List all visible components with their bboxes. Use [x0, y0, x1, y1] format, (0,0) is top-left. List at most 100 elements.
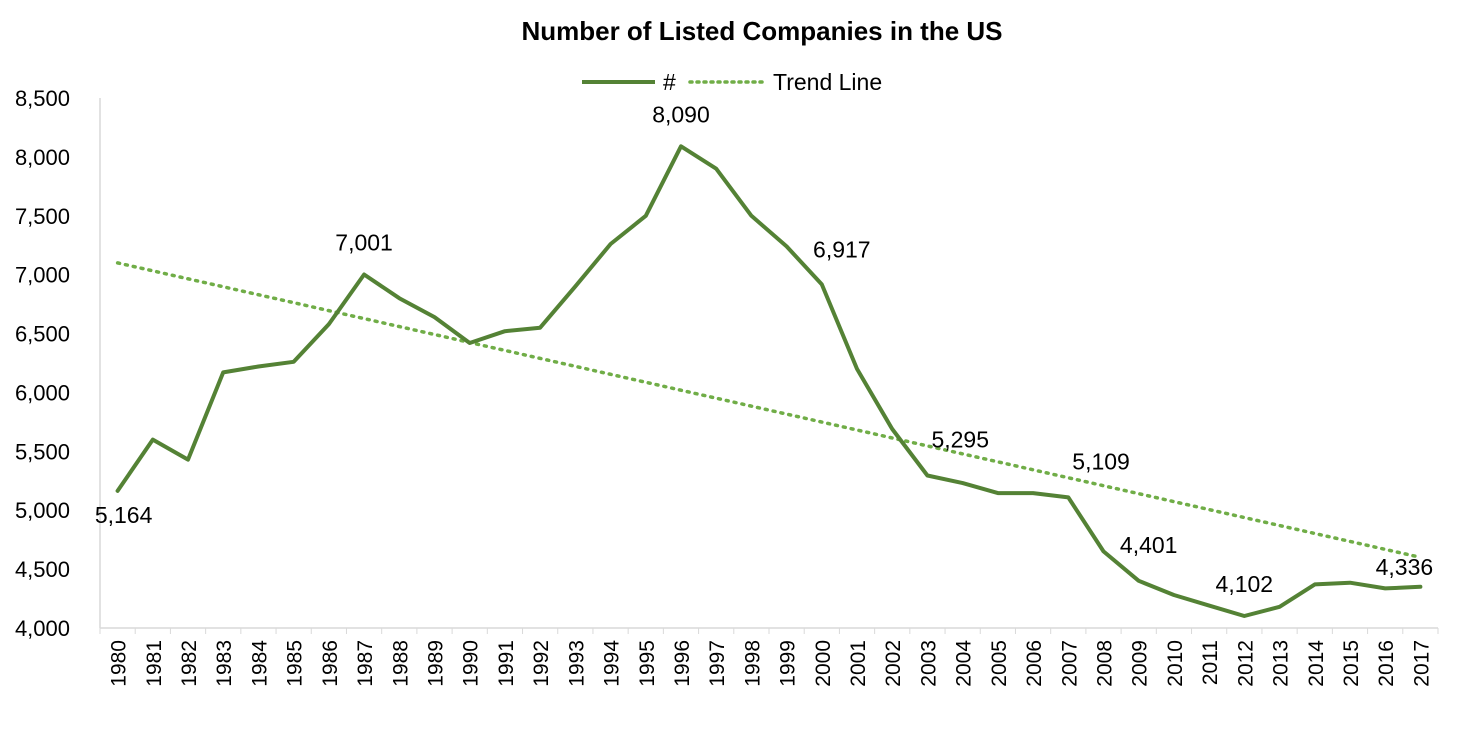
- data-point: [116, 489, 120, 493]
- data-point: [996, 491, 1000, 495]
- data-label: 5,164: [95, 502, 153, 528]
- x-tick-label: 2001: [847, 640, 870, 687]
- data-point: [397, 296, 401, 300]
- y-tick-label: 4,000: [15, 616, 70, 641]
- x-tick-label: 1980: [108, 640, 131, 687]
- data-point: [1102, 549, 1106, 553]
- x-tick-label: 1992: [530, 640, 553, 687]
- x-tick-label: 2013: [1270, 640, 1293, 687]
- x-tick-label: 2002: [882, 640, 905, 687]
- x-tick-label: 2000: [812, 640, 835, 687]
- data-label: 4,401: [1120, 532, 1178, 558]
- data-label: 7,001: [335, 230, 393, 256]
- legend: # Trend Line: [582, 69, 882, 95]
- data-point: [151, 438, 155, 442]
- data-point: [785, 244, 789, 248]
- x-tick-label: 1987: [354, 640, 377, 687]
- x-tick-label: 2017: [1410, 640, 1433, 687]
- x-tick-label: 2006: [1023, 640, 1046, 687]
- x-tick-label: 1988: [389, 640, 412, 687]
- data-point: [468, 341, 472, 345]
- y-tick-label: 7,000: [15, 263, 70, 288]
- x-tick-label: 2011: [1199, 640, 1222, 685]
- x-tick-label: 2005: [988, 640, 1011, 687]
- x-tick-label: 1990: [460, 640, 483, 687]
- data-point: [1172, 593, 1176, 597]
- data-point: [1313, 582, 1317, 586]
- x-tick-label: 1982: [178, 640, 201, 687]
- x-tick-label: 2015: [1340, 640, 1363, 687]
- x-tick-label: 1993: [565, 640, 588, 687]
- x-tick-label: 1997: [706, 640, 729, 687]
- data-point: [1242, 614, 1246, 618]
- x-tick-label: 1984: [248, 640, 271, 687]
- y-tick-label: 5,500: [15, 439, 70, 464]
- x-tick-label: 1986: [319, 640, 342, 687]
- y-tick-label: 8,500: [15, 86, 70, 111]
- data-label: 4,102: [1216, 571, 1274, 597]
- data-point: [644, 214, 648, 218]
- legend-label-series: #: [663, 69, 676, 95]
- data-point: [1418, 585, 1422, 589]
- data-point: [1383, 586, 1387, 590]
- x-tick-label: 1985: [284, 640, 307, 687]
- x-tick-label: 2014: [1305, 640, 1328, 687]
- y-tick-label: 7,500: [15, 204, 70, 229]
- x-tick-label: 2016: [1375, 640, 1398, 687]
- x-tick-label: 1996: [671, 640, 694, 687]
- data-point: [961, 481, 965, 485]
- data-label: 8,090: [652, 101, 710, 127]
- data-point: [609, 242, 613, 246]
- y-tick-label: 6,000: [15, 380, 70, 405]
- x-tick-label: 1983: [213, 640, 236, 687]
- x-tick-label: 2012: [1234, 640, 1257, 687]
- chart-title: Number of Listed Companies in the US: [521, 16, 1002, 46]
- x-tick-label: 1994: [601, 640, 624, 687]
- y-tick-label: 5,000: [15, 498, 70, 523]
- data-point: [538, 326, 542, 330]
- x-tick-label: 2003: [917, 640, 940, 687]
- data-point: [925, 473, 929, 477]
- data-point: [1278, 605, 1282, 609]
- data-point: [186, 458, 190, 462]
- data-point: [503, 329, 507, 333]
- data-label: 6,917: [813, 236, 871, 262]
- data-label: 5,295: [931, 426, 989, 452]
- data-point: [362, 273, 366, 277]
- data-point: [1137, 579, 1141, 583]
- y-tick-label: 6,500: [15, 322, 70, 347]
- data-label: 4,336: [1376, 554, 1434, 580]
- data-point: [256, 365, 260, 369]
- x-tick-label: 2008: [1094, 640, 1117, 687]
- data-point: [1031, 491, 1035, 495]
- x-tick-label: 2009: [1129, 640, 1152, 687]
- data-point: [679, 144, 683, 148]
- y-axis: 4,000 4,500 5,000 5,500 6,000 6,500 7,000 7,500…: [15, 86, 101, 641]
- plot-area: 5,164 7,001 8,090 6,917 5,295 5,109 4,401 4,102…: [95, 101, 1433, 618]
- data-point: [855, 367, 859, 371]
- data-point: [573, 284, 577, 288]
- data-label: 5,109: [1072, 448, 1130, 474]
- x-tick-label: 1999: [777, 640, 800, 687]
- series-line-listed-companies: [115, 144, 1423, 618]
- x-tick-label: 2010: [1164, 640, 1187, 687]
- data-point: [221, 370, 225, 374]
- y-tick-label: 8,000: [15, 145, 70, 170]
- x-tick-label: 2004: [953, 640, 976, 687]
- y-tick-label: 4,500: [15, 557, 70, 582]
- x-tick-label: 1989: [425, 640, 448, 687]
- data-point: [749, 214, 753, 218]
- x-tick-label: 2007: [1058, 640, 1081, 687]
- trend-line: [115, 261, 1423, 560]
- data-point: [1207, 604, 1211, 608]
- data-point: [433, 315, 437, 319]
- x-tick-label: 1991: [495, 640, 518, 687]
- x-tick-label: 1998: [741, 640, 764, 687]
- data-point: [1348, 581, 1352, 585]
- data-point: [327, 322, 331, 326]
- data-point: [820, 282, 824, 286]
- x-axis: 1980 1981 1982 1983 1984 1985 1986 1987 1988 1989…: [99, 627, 1439, 687]
- data-point: [1066, 495, 1070, 499]
